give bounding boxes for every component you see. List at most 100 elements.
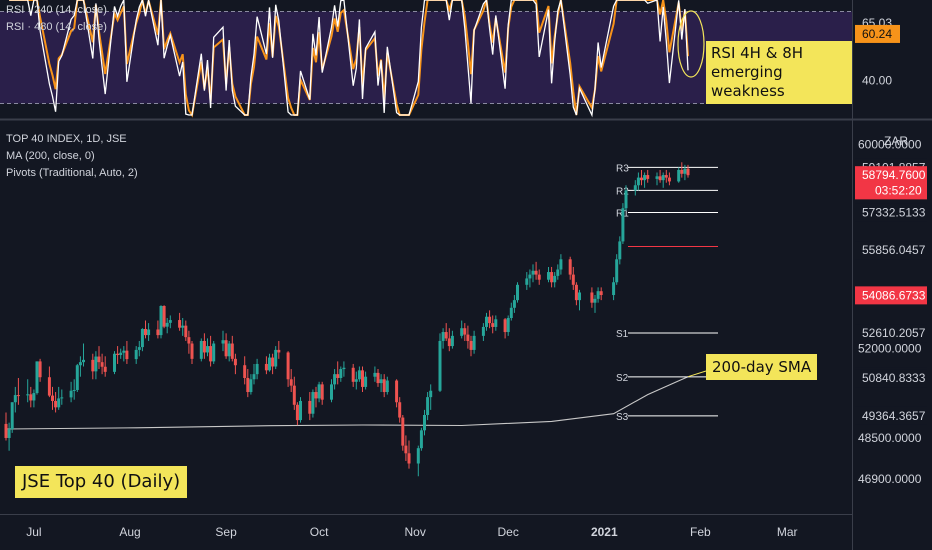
candle-body — [643, 175, 647, 181]
pivot-label-r2: R2 — [616, 186, 629, 197]
candle — [633, 180, 637, 196]
price-tag-bg — [855, 406, 927, 425]
candle-body — [481, 326, 485, 336]
candle-body — [60, 397, 64, 399]
candle-body — [494, 319, 498, 327]
candle — [481, 323, 485, 341]
price-tag-bg — [855, 286, 927, 305]
candle-body — [187, 337, 191, 344]
candle — [429, 384, 433, 410]
candle — [361, 366, 364, 393]
rsi-highlight-ellipse — [677, 10, 705, 78]
candle — [419, 427, 423, 451]
candle-body — [553, 275, 557, 283]
candle — [438, 333, 442, 393]
candle-body — [429, 390, 433, 398]
candle-body — [376, 372, 380, 384]
candle-body — [181, 325, 185, 328]
price-tag-value: 58794.7600 — [862, 168, 926, 182]
candle-body — [438, 340, 442, 391]
rsi-legend: RSI · 240 (14, close) RSI · 480 (14, clo… — [6, 2, 107, 36]
candle — [553, 272, 557, 288]
candle-body — [444, 332, 448, 339]
candle — [4, 412, 8, 441]
candle-body — [559, 259, 563, 270]
candle — [156, 320, 160, 339]
candle-body — [320, 384, 324, 400]
candle — [578, 289, 581, 311]
candle — [537, 269, 541, 285]
price-tag-bg — [855, 166, 927, 185]
candle-body — [441, 332, 445, 341]
candle-body — [339, 369, 343, 378]
price-tick-label: 52000.0000 — [858, 342, 922, 356]
candle-body — [568, 259, 572, 275]
candle-body — [574, 284, 578, 301]
candle — [202, 333, 206, 359]
candle-body — [537, 274, 541, 280]
candle — [534, 261, 538, 280]
candle — [140, 328, 144, 352]
rsi-480-line — [9, 0, 689, 118]
candle-body — [667, 177, 671, 182]
candle-body — [407, 453, 411, 464]
candle-body — [233, 358, 237, 366]
candle-body — [38, 361, 42, 378]
candle — [395, 379, 399, 408]
pivot-label-s1: S1 — [616, 329, 629, 340]
candle — [38, 358, 42, 382]
candle-body — [550, 272, 554, 283]
sma-annotation: 200-day SMA — [706, 354, 818, 380]
candle-body — [144, 328, 147, 336]
ma-legend: MA (200, close, 0) — [6, 150, 95, 162]
candle — [60, 389, 64, 405]
candle — [292, 376, 296, 410]
candle-body — [277, 349, 281, 353]
candle-body — [295, 404, 299, 421]
price-tag-value: 50840.8333 — [862, 371, 926, 385]
candle-body — [314, 392, 318, 399]
candle-body — [447, 338, 451, 347]
candle-body — [336, 374, 340, 378]
rsi-legend-240: RSI · 240 (14, close) — [6, 4, 107, 16]
candle — [382, 374, 386, 398]
candle-body — [364, 376, 368, 387]
candle-body — [47, 377, 51, 396]
candle — [426, 392, 430, 421]
candle — [506, 315, 510, 336]
price-tag: 58794.7600 — [855, 166, 927, 185]
ma200-line — [5, 376, 689, 430]
candle — [97, 346, 101, 370]
rsi-annotation: RSI 4H & 8H emerging weakness — [706, 41, 852, 104]
candle — [333, 369, 337, 390]
candle — [469, 335, 473, 357]
candle-body — [593, 298, 597, 303]
price-tag-bg — [855, 203, 927, 222]
candle — [661, 172, 665, 188]
candle-body — [100, 362, 104, 367]
price-tag: 55856.0457 — [855, 241, 927, 260]
candle — [187, 330, 191, 354]
candle-body — [227, 343, 231, 357]
candle-body — [342, 367, 346, 370]
price-tag-value: 54086.6733 — [862, 288, 926, 302]
candle-body — [423, 415, 426, 431]
price-tick-label: 60000.0000 — [858, 137, 922, 151]
candle — [184, 320, 188, 341]
candle-body — [571, 274, 575, 285]
candle-body — [78, 362, 82, 366]
candle — [190, 340, 194, 364]
candle — [57, 386, 61, 410]
candle — [593, 295, 597, 313]
candle — [404, 435, 408, 461]
candle-body — [450, 335, 454, 347]
candle-body — [615, 259, 619, 283]
candle — [125, 340, 129, 364]
candle — [100, 353, 104, 375]
candle — [571, 266, 575, 290]
time-tick-label: Feb — [690, 525, 711, 539]
candle-body — [91, 359, 95, 372]
candle-body — [72, 389, 76, 391]
rsi-legend-480: RSI · 480 (14, close) — [6, 21, 107, 33]
